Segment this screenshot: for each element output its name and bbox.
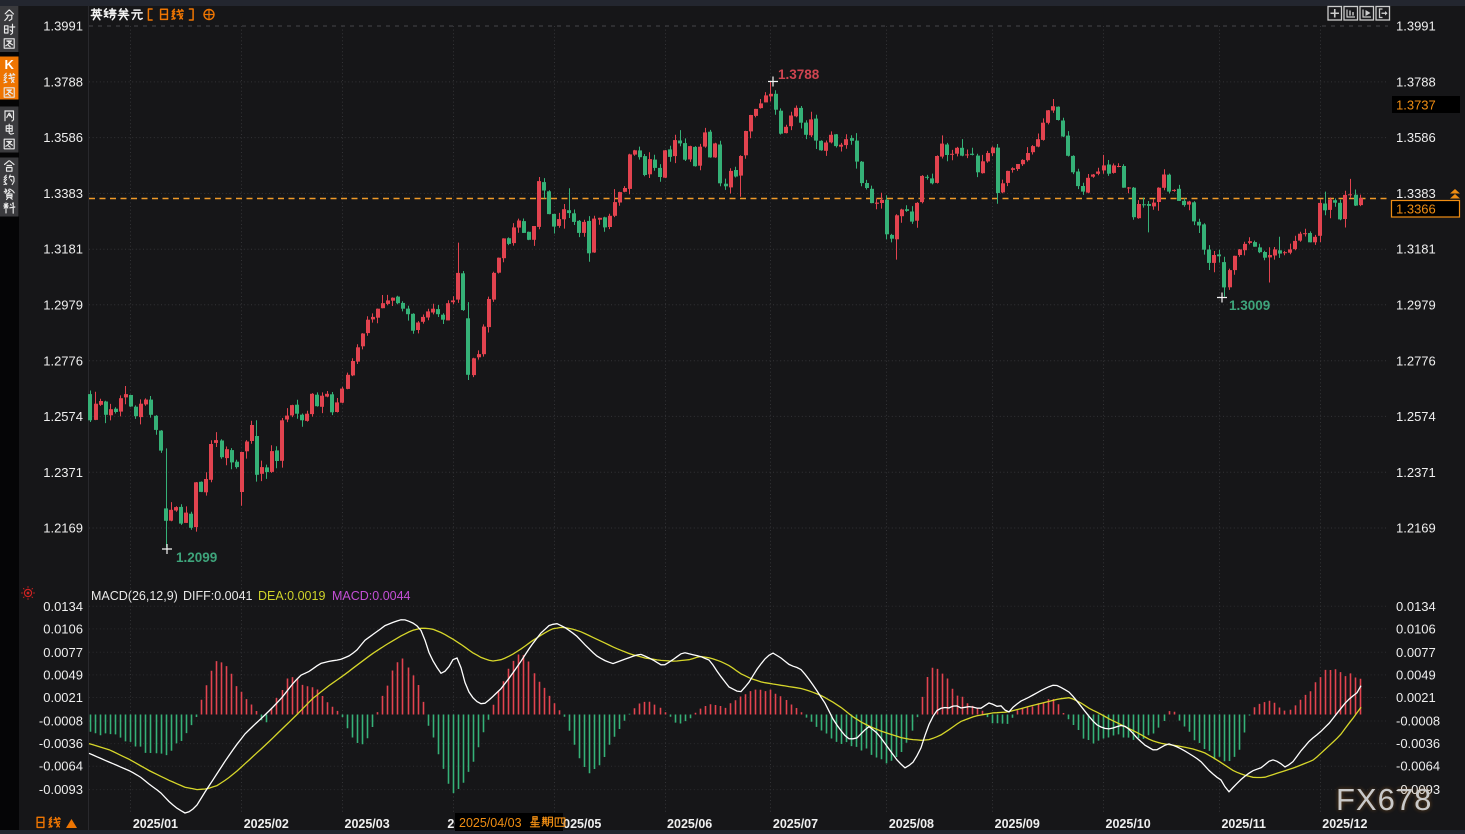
svg-text:1.3737: 1.3737 <box>1396 98 1436 113</box>
svg-text:1.2099: 1.2099 <box>176 550 217 565</box>
svg-text:2025/10: 2025/10 <box>1106 817 1151 831</box>
svg-text:1.3366: 1.3366 <box>1396 202 1436 217</box>
svg-text:K: K <box>5 57 15 72</box>
svg-text:1.3788: 1.3788 <box>43 74 83 89</box>
svg-text:2025/04/03: 2025/04/03 <box>459 816 522 830</box>
svg-text:2025/12: 2025/12 <box>1322 817 1367 831</box>
svg-text:1.3788: 1.3788 <box>778 67 820 82</box>
svg-text:0.0134: 0.0134 <box>43 599 83 614</box>
svg-text:0.0077: 0.0077 <box>43 645 83 660</box>
svg-text:2025/09: 2025/09 <box>995 817 1040 831</box>
svg-text:0.0049: 0.0049 <box>1396 667 1436 682</box>
svg-text:1.2169: 1.2169 <box>43 520 83 535</box>
svg-text:-0.0064: -0.0064 <box>1396 759 1440 774</box>
svg-text:-0.0093: -0.0093 <box>39 782 83 797</box>
svg-text:1.2169: 1.2169 <box>1396 520 1436 535</box>
svg-text:2025/02: 2025/02 <box>244 817 289 831</box>
svg-text:0.0021: 0.0021 <box>1396 690 1436 705</box>
svg-text:DEA:0.0019: DEA:0.0019 <box>258 589 325 603</box>
svg-text:1.3991: 1.3991 <box>43 19 83 34</box>
svg-text:2025/06: 2025/06 <box>667 817 712 831</box>
svg-text:DIFF:0.0041: DIFF:0.0041 <box>183 589 253 603</box>
svg-text:1.3586: 1.3586 <box>43 130 83 145</box>
svg-text:1.2776: 1.2776 <box>43 353 83 368</box>
svg-text:MACD:0.0044: MACD:0.0044 <box>332 589 411 603</box>
svg-text:FX678: FX678 <box>1336 782 1432 817</box>
svg-text:2025/11: 2025/11 <box>1221 817 1266 831</box>
svg-text:0.0134: 0.0134 <box>1396 599 1436 614</box>
svg-text:-0.0036: -0.0036 <box>1396 736 1440 751</box>
svg-text:2025/07: 2025/07 <box>773 817 818 831</box>
svg-text:-0.0093: -0.0093 <box>1396 782 1440 797</box>
svg-text:1.3788: 1.3788 <box>1396 74 1436 89</box>
svg-text:-0.0008: -0.0008 <box>1396 713 1440 728</box>
svg-text:-0.0008: -0.0008 <box>39 713 83 728</box>
svg-text:MACD(26,12,9): MACD(26,12,9) <box>91 589 178 603</box>
svg-text:0.0021: 0.0021 <box>43 690 83 705</box>
svg-text:1.3383: 1.3383 <box>43 186 83 201</box>
svg-text:0.0049: 0.0049 <box>43 667 83 682</box>
svg-text:1.2979: 1.2979 <box>43 297 83 312</box>
svg-text:-0.0064: -0.0064 <box>39 759 83 774</box>
svg-text:1.2574: 1.2574 <box>1396 409 1436 424</box>
svg-text:1.3181: 1.3181 <box>1396 242 1436 257</box>
svg-text:1.2371: 1.2371 <box>43 465 83 480</box>
svg-text:0.0106: 0.0106 <box>1396 621 1436 636</box>
svg-text:1.2979: 1.2979 <box>1396 297 1436 312</box>
svg-text:-0.0036: -0.0036 <box>39 736 83 751</box>
svg-text:0.0077: 0.0077 <box>1396 645 1436 660</box>
svg-text:1.3586: 1.3586 <box>1396 130 1436 145</box>
svg-text:1.3383: 1.3383 <box>1396 186 1436 201</box>
svg-text:1.3181: 1.3181 <box>43 242 83 257</box>
svg-text:1.2371: 1.2371 <box>1396 465 1436 480</box>
svg-text:1.2776: 1.2776 <box>1396 353 1436 368</box>
svg-text:2025/01: 2025/01 <box>133 817 178 831</box>
svg-text:2025/05: 2025/05 <box>556 817 601 831</box>
svg-text:2025/03: 2025/03 <box>345 817 390 831</box>
svg-text:1.2574: 1.2574 <box>43 409 83 424</box>
svg-text:1.3009: 1.3009 <box>1229 298 1270 313</box>
svg-text:0.0106: 0.0106 <box>43 621 83 636</box>
svg-text:2025/08: 2025/08 <box>889 817 934 831</box>
svg-text:1.3991: 1.3991 <box>1396 19 1436 34</box>
